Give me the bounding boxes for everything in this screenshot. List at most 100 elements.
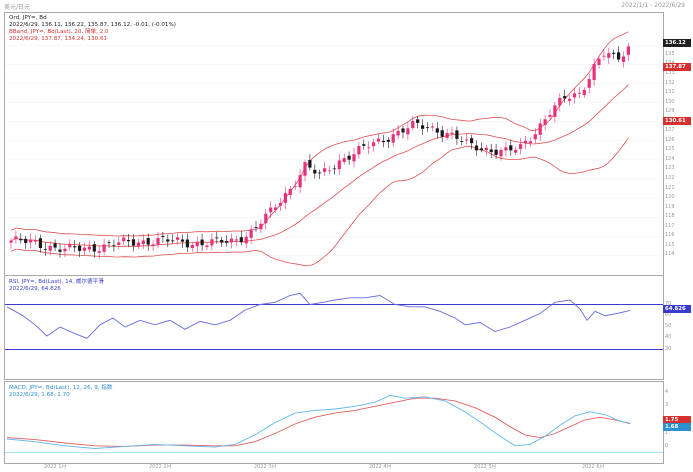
candle-down [19, 238, 23, 241]
candle-down [347, 155, 351, 160]
candle-up [568, 98, 572, 101]
candle-down [92, 244, 96, 252]
rsi-value-tag: 64.826 [663, 305, 691, 314]
candle-up [587, 79, 591, 88]
candle-up [327, 170, 332, 172]
candle-up [63, 248, 67, 252]
price-tick-label: 120 [665, 194, 675, 201]
candle-up [210, 239, 214, 246]
rsi-tick-label: 40 [665, 334, 672, 341]
price-tick-label: 119 [665, 203, 675, 210]
candle-up [48, 245, 52, 251]
candle-up [543, 119, 547, 125]
macd-tick-label: 1 [665, 429, 669, 436]
candle-up [445, 133, 449, 138]
candle-down [381, 140, 385, 143]
bband-legend-title: BBand, JPY=, Bd(Last), 20, 简单, 2.0 [9, 29, 109, 35]
candle-up [499, 149, 503, 157]
candle-down [362, 144, 366, 146]
candle-up [82, 247, 87, 251]
candle-down [58, 249, 62, 252]
rsi-legend-values: 2022/6/29, 64.826 [9, 286, 61, 292]
candle-down [308, 160, 312, 168]
price-legend-values: 2022/6/29, 136.11, 136.22, 135.87, 136.1… [9, 22, 176, 28]
rsi-legend: RSI, JPY=, Bd(Last), 14, 威尔德平滑 2022/6/29… [9, 279, 104, 293]
candle-up [396, 130, 400, 136]
price-tick-label: 121 [665, 184, 675, 191]
candle-up [9, 240, 13, 243]
candle-up [274, 207, 278, 210]
price-tick-label: 124 [665, 155, 675, 162]
price-panel[interactable]: Ord, JPY=, Bd 2022/6/29, 136.11, 136.22,… [4, 12, 664, 276]
candle-up [136, 242, 140, 246]
candle-up [514, 149, 518, 153]
candle-down [612, 52, 616, 54]
candle-up [117, 242, 121, 245]
candle-down [112, 245, 116, 247]
candle-up [391, 134, 395, 143]
macd-axis[interactable]: 432101.751.68 [663, 381, 693, 462]
candle-up [450, 132, 454, 134]
candle-up [269, 207, 273, 213]
candle-up [337, 160, 341, 170]
macd-panel[interactable]: MACD, JPY=, Bd(Last), 12, 26, 9, 指数 2022… [4, 381, 664, 464]
rsi-tick-label: 70 [665, 300, 672, 307]
candle-down [494, 149, 498, 155]
date-range: 2022/1/1 - 2022/6/29 [621, 2, 685, 9]
candle-up [597, 58, 601, 66]
price-tick-label: 125 [665, 146, 675, 153]
candle-up [430, 126, 434, 128]
candle-down [127, 239, 131, 242]
price-tick-label: 126 [665, 136, 675, 143]
time-axis-label: 2022 2月 [149, 464, 172, 470]
candle-up [548, 115, 552, 117]
rsi-line [6, 292, 631, 339]
candle-up [367, 147, 371, 149]
time-axis[interactable]: 2022 1月 2022 2月 2022 3月 2022 4月 2022 5月 2022 … [4, 463, 662, 472]
candle-down [313, 169, 317, 174]
rsi-chart[interactable] [5, 276, 663, 379]
candle-up [553, 105, 557, 117]
rsi-panel[interactable]: RSI, JPY=, Bd(Last), 14, 威尔德平滑 2022/6/29… [4, 275, 664, 380]
candle-up [465, 139, 469, 141]
candle-down [416, 119, 420, 123]
rsi-tick-label: 30 [665, 345, 672, 352]
price-tick-label: 118 [665, 213, 675, 220]
price-chart[interactable] [5, 13, 663, 275]
candle-down [220, 239, 224, 243]
candle-down [455, 130, 459, 139]
macd-chart[interactable] [5, 382, 663, 463]
price-tick-label: 116 [665, 232, 675, 239]
candle-up [504, 147, 508, 151]
rsi-axis[interactable]: 70 60 50 40 30 64.826 [663, 275, 693, 378]
candle-up [533, 134, 537, 140]
candle-up [33, 240, 38, 242]
candle-up [577, 92, 581, 94]
candle-up [484, 147, 488, 151]
lower-band-line [10, 137, 629, 267]
candle-up [626, 46, 630, 55]
candle-down [479, 148, 483, 150]
candle-down [171, 240, 175, 242]
candle-down [78, 245, 82, 251]
time-axis-label: 2022 6月 [582, 464, 605, 470]
candle-up [582, 90, 586, 95]
candle-down [180, 239, 185, 242]
candle-up [357, 146, 361, 155]
candle-up [342, 158, 346, 162]
time-axis-label: 2022 1月 [44, 464, 67, 470]
candle-up [528, 141, 532, 144]
candle-up [156, 238, 160, 245]
price-axis[interactable]: 1361351341331321311301291281271261251241… [663, 12, 693, 274]
candle-down [215, 237, 219, 239]
candle-up [293, 185, 297, 187]
candle-down [161, 236, 165, 238]
candle-up [97, 251, 101, 253]
rsi-tick-label: 60 [665, 311, 672, 318]
candle-down [225, 241, 229, 243]
macd-legend-values: 2022/6/29, 1.68, 1.70 [9, 392, 70, 398]
price-tick-label: 135 [665, 50, 675, 57]
candle-down [435, 128, 439, 133]
candle-down [470, 138, 474, 144]
